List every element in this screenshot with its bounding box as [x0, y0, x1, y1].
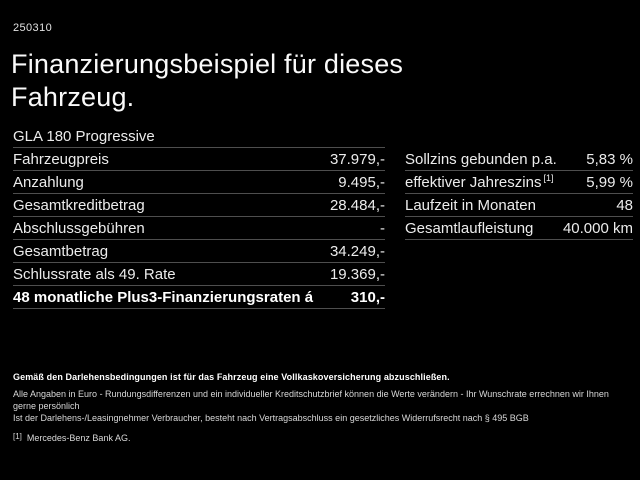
- row-value: 40.000 km: [562, 219, 633, 237]
- footnote-ref: [1]: [543, 173, 554, 183]
- conditions-table: Sollzins gebunden p.a. 5,83 % effektiver…: [405, 148, 633, 240]
- footnote-marker: [1]: [13, 432, 22, 441]
- document-number: 250310: [13, 22, 53, 34]
- row-label: Gesamtlaufleistung: [405, 220, 534, 237]
- table-row: Anzahlung 9.495,-: [13, 171, 385, 194]
- table-row: Sollzins gebunden p.a. 5,83 %: [405, 148, 633, 171]
- row-value: 28.484,-: [329, 196, 385, 214]
- table-row: Schlussrate als 49. Rate 19.369,-: [13, 263, 385, 286]
- vehicle-model-label: GLA 180 Progressive: [13, 127, 155, 145]
- row-label: Fahrzeugpreis: [13, 150, 109, 168]
- table-row: Laufzeit in Monaten 48: [405, 194, 633, 217]
- row-label: Gesamtkreditbetrag: [13, 196, 145, 214]
- row-label: 48 monatliche Plus3-Finanzierungsraten á: [13, 288, 314, 306]
- table-row: effektiver Jahreszins [1] 5,99 %: [405, 171, 633, 194]
- monthly-rate-row: 48 monatliche Plus3-Finanzierungsraten á…: [13, 286, 385, 309]
- table-row: Fahrzeugpreis 37.979,-: [13, 148, 385, 171]
- table-row: Gesamtlaufleistung 40.000 km: [405, 217, 633, 240]
- row-label: Schlussrate als 49. Rate: [13, 265, 176, 283]
- row-label: Anzahlung: [13, 173, 84, 191]
- row-label: effektiver Jahreszins [1]: [405, 173, 554, 191]
- table-row: Gesamtkreditbetrag 28.484,-: [13, 194, 385, 217]
- row-label: Gesamtbetrag: [13, 242, 109, 260]
- fine-print: Gemäß den Darlehensbedingungen ist für d…: [13, 372, 634, 443]
- row-label: Abschlussgebühren: [13, 219, 145, 237]
- row-value: 48: [616, 196, 633, 214]
- row-value: 37.979,-: [329, 150, 385, 168]
- row-value: 9.495,-: [338, 173, 385, 191]
- row-value: 5,99 %: [586, 173, 633, 191]
- financing-table: GLA 180 Progressive Fahrzeugpreis 37.979…: [13, 125, 385, 309]
- footnote-text: Mercedes-Benz Bank AG.: [26, 433, 131, 443]
- row-label: Sollzins gebunden p.a.: [405, 151, 557, 168]
- table-row: Abschlussgebühren -: [13, 217, 385, 240]
- row-value: 34.249,-: [329, 242, 385, 260]
- row-value: 310,-: [350, 288, 385, 306]
- insurance-notice: Gemäß den Darlehensbedingungen ist für d…: [13, 372, 450, 382]
- table-row: Gesamtbetrag 34.249,-: [13, 240, 385, 263]
- row-value: 19.369,-: [329, 265, 385, 283]
- disclaimer-line-2: Ist der Darlehens-/Leasingnehmer Verbrau…: [13, 413, 529, 423]
- vehicle-model-row: GLA 180 Progressive: [13, 125, 385, 148]
- page-title: Finanzierungsbeispiel für dieses Fahrzeu…: [11, 49, 404, 112]
- row-label: Laufzeit in Monaten: [405, 197, 536, 214]
- row-value: -: [380, 219, 385, 237]
- row-value: 5,83 %: [586, 150, 633, 168]
- footnote: [1] Mercedes-Benz Bank AG.: [13, 432, 634, 443]
- disclaimer-line-1: Alle Angaben in Euro - Rundungsdifferenz…: [13, 389, 609, 411]
